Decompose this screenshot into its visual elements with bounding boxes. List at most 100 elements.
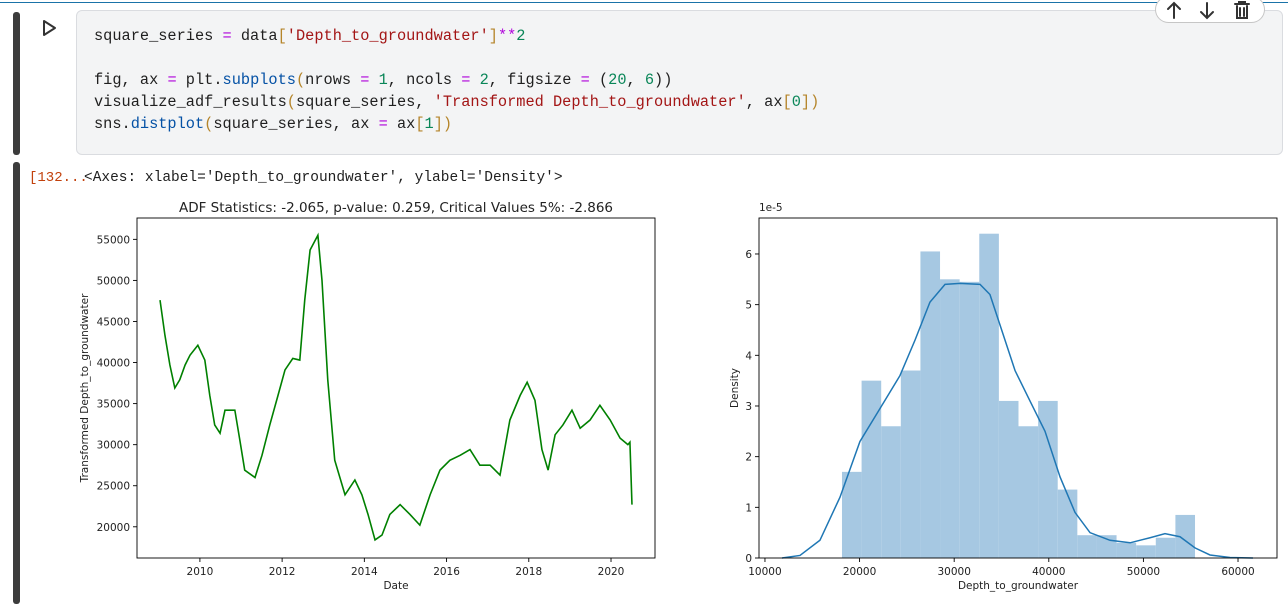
chart: 20000 25000 30000 35000 40000 45000 50000 55000…: [79, 200, 656, 592]
code-token: ]: [800, 93, 811, 111]
code-token: , ax: [745, 93, 783, 111]
code-token: data: [231, 27, 278, 45]
code-token: visualize_adf_results: [94, 93, 287, 111]
code-token: 1: [378, 71, 388, 89]
code-line: fig, ax = plt.subplots(nrows = 1, ncols …: [94, 70, 672, 90]
y-tick-label: 40000: [97, 358, 130, 370]
code-token: (: [295, 71, 306, 89]
code-token: ): [810, 93, 820, 111]
x-tick-label: 50000: [1127, 566, 1160, 578]
hist-bar: [841, 471, 862, 558]
code-token: =: [167, 71, 177, 89]
code-token: subplots: [222, 71, 296, 89]
cell-bar: [13, 12, 20, 155]
code-token: =: [360, 71, 370, 89]
x-tick-label: 30000: [937, 566, 970, 578]
code-token: distplot: [130, 115, 205, 133]
y-tick-label: 3: [745, 401, 752, 413]
code-token: 'Depth_to_groundwater': [286, 27, 489, 45]
y-axis-label: Transformed Depth_to_groundwater: [79, 293, 91, 483]
y-tick-label: 50000: [97, 275, 130, 287]
x-axis-label: Date: [383, 580, 408, 592]
move-down[interactable]: [1200, 2, 1214, 20]
y-tick-label: 2: [745, 452, 752, 464]
move-up[interactable]: [1167, 1, 1181, 19]
y-tick-label: 6: [745, 249, 752, 261]
y-tick-label: 30000: [97, 440, 130, 452]
y-tick-label: 5: [745, 300, 752, 312]
y-tick-label: 4: [745, 350, 752, 362]
output-text: <Axes: xlabel='Depth_to_groundwater', yl…: [84, 170, 563, 186]
code-token: 20: [608, 71, 627, 89]
y-tick-label: 45000: [97, 316, 130, 328]
y-tick-label: 55000: [97, 234, 130, 246]
code-token: [: [277, 27, 287, 45]
code-token: square_series: [94, 27, 223, 45]
code-token: 2: [479, 71, 489, 89]
y-axis-label: Density: [729, 368, 741, 408]
hist-bar: [979, 233, 999, 559]
code-token: (: [589, 71, 609, 89]
hist-bar: [900, 370, 921, 558]
code-token: ): [442, 115, 453, 133]
y-tick-label: 1: [745, 502, 752, 514]
delete[interactable]: [1234, 1, 1250, 19]
code-token: , figsize: [488, 71, 581, 89]
code-token: [: [782, 93, 792, 111]
plot-frame: [136, 217, 656, 559]
code-line: visualize_adf_results(square_series, 'Tr…: [94, 92, 819, 112]
y-tick-label: 35000: [97, 399, 130, 411]
code-editor[interactable]: [76, 10, 1283, 155]
x-axis-label: Depth_to_groundwater: [958, 580, 1079, 592]
hist-bar: [998, 400, 1019, 558]
hist-bar: [1116, 542, 1137, 558]
code-token: **: [497, 27, 517, 45]
code-token: (: [286, 93, 296, 111]
x-tick-label: 2014: [351, 566, 378, 578]
hist-bar: [940, 279, 960, 558]
hist-bar: [1155, 537, 1176, 558]
code-token: (: [204, 115, 214, 133]
x-tick-label: 20000: [843, 566, 876, 578]
code-token: =: [378, 115, 388, 133]
code-token: 2: [516, 27, 526, 45]
run-icon: [43, 20, 56, 36]
code-token: 1: [424, 115, 434, 133]
x-tick-label: 10000: [748, 566, 781, 578]
kde-line: [781, 282, 1253, 559]
run-button[interactable]: [40, 19, 58, 37]
hist-bar: [1136, 545, 1156, 558]
offset-label: 1e-5: [759, 202, 783, 214]
cell-toolbar: [1155, 0, 1265, 23]
hist-bar: [1038, 400, 1058, 558]
hist-bar: [861, 380, 882, 558]
code-line: sns.distplot(square_series, ax = ax[1]): [94, 114, 452, 134]
code-token: square_series,: [295, 93, 434, 111]
x-tick-label: 2012: [269, 566, 296, 578]
output-bar: [13, 162, 20, 604]
code-token: sns.: [94, 115, 131, 133]
code-token: ]: [433, 115, 443, 133]
code-token: , ncols: [387, 71, 462, 89]
y-tick-label: 0: [745, 553, 752, 565]
code-token: [: [415, 115, 425, 133]
chart-title: ADF Statistics: -2.065, p-value: 0.259, …: [179, 200, 613, 216]
output-prompt: [132...: [29, 170, 88, 186]
code-token: =: [222, 27, 232, 45]
code-token: =: [461, 71, 471, 89]
code-token: square_series, ax: [213, 115, 379, 133]
code-token: plt.: [176, 71, 223, 89]
code-token: ax: [387, 115, 416, 133]
code-token: ]: [488, 27, 498, 45]
code-line: square_series = data['Depth_to_groundwat…: [94, 26, 525, 46]
toolbar-icons: [1167, 1, 1250, 20]
hist-bar: [881, 426, 901, 558]
chart: 1e-5 0 1 2 3 4 5 6 10000 20000 30000 40000 50000 6000…: [729, 202, 1278, 592]
plot-frame: [758, 217, 1278, 559]
x-tick-label: 2010: [187, 566, 214, 578]
hist-bar: [959, 281, 980, 558]
hist-bar: [1057, 489, 1078, 558]
code-token: fig, ax: [94, 71, 168, 89]
